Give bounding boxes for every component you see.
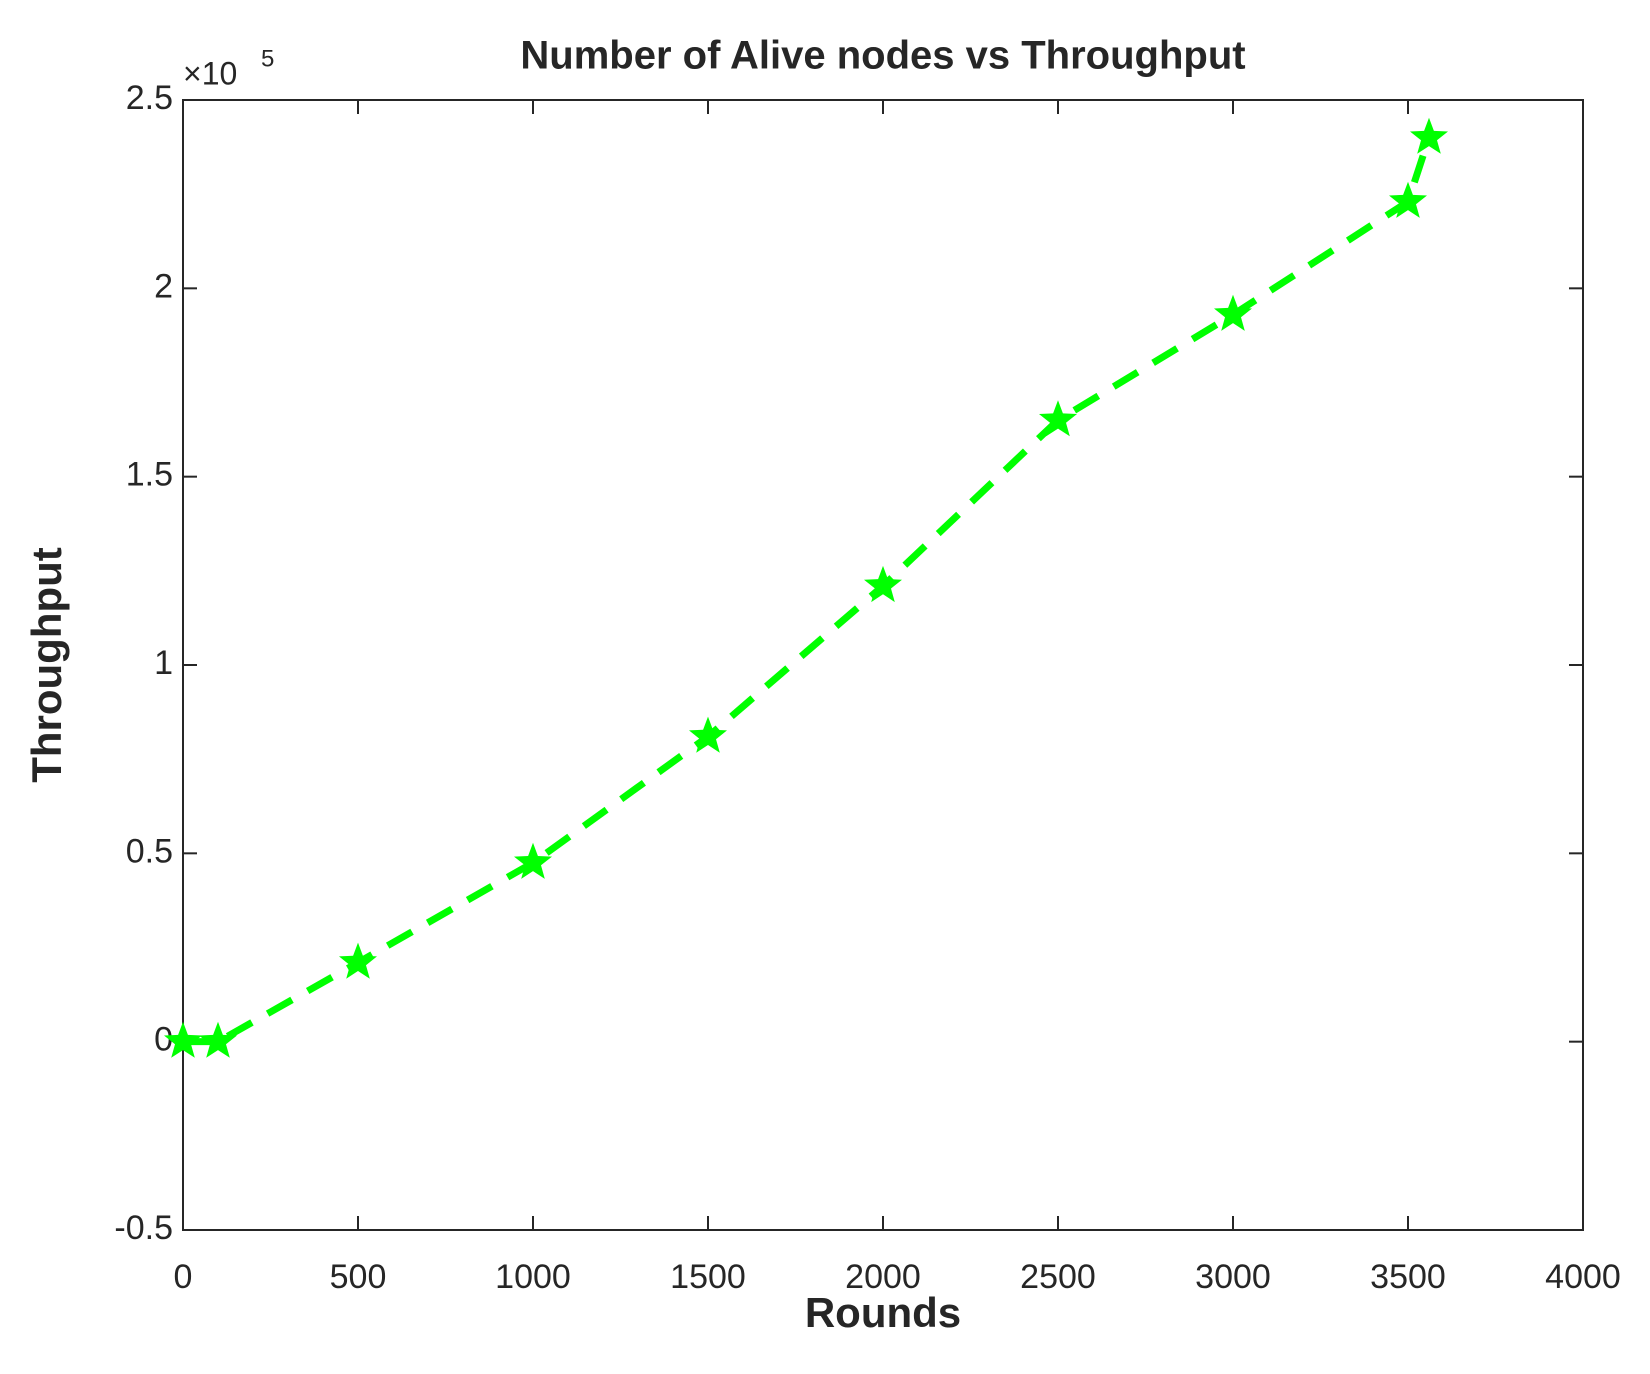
y-tick-label: 1.5	[126, 456, 173, 494]
y-axis-label: Throughput	[23, 547, 70, 783]
data-point	[1410, 117, 1448, 154]
y-tick-label: -0.5	[114, 1209, 173, 1247]
chart-title: Number of Alive nodes vs Throughput	[520, 34, 1245, 78]
data-point	[199, 1021, 237, 1058]
y-multiplier: ×10	[183, 55, 237, 91]
data-point	[339, 942, 377, 979]
y-tick-label: 0.5	[126, 832, 173, 870]
y-tick-label: 1	[154, 644, 173, 682]
x-tick-label: 0	[174, 1258, 193, 1296]
x-tick-label: 1000	[495, 1258, 571, 1296]
data-line	[183, 136, 1433, 1046]
data-point	[864, 565, 902, 603]
plot-area	[182, 99, 1584, 1231]
data-point	[1389, 181, 1427, 218]
x-tick-label: 500	[330, 1258, 387, 1296]
x-tick-label: 1500	[670, 1258, 746, 1296]
data-point	[164, 1021, 202, 1058]
y-tick-label: 2	[154, 267, 173, 305]
data-point	[689, 716, 727, 753]
x-tick-label: 3500	[1370, 1258, 1446, 1296]
x-tick-label: 3000	[1195, 1258, 1271, 1296]
y-tick-label: 0	[154, 1021, 173, 1059]
x-axis-label: Rounds	[805, 1289, 961, 1336]
x-tick-label: 2000	[845, 1258, 921, 1296]
data-point	[1039, 400, 1077, 437]
y-tick-label: 2.5	[126, 79, 173, 117]
x-tick-label: 4000	[1545, 1258, 1621, 1296]
x-tick-label: 2500	[1020, 1258, 1096, 1296]
data-point	[514, 842, 552, 879]
data-point	[1214, 294, 1252, 331]
y-multiplier-exponent: 5	[261, 45, 274, 72]
